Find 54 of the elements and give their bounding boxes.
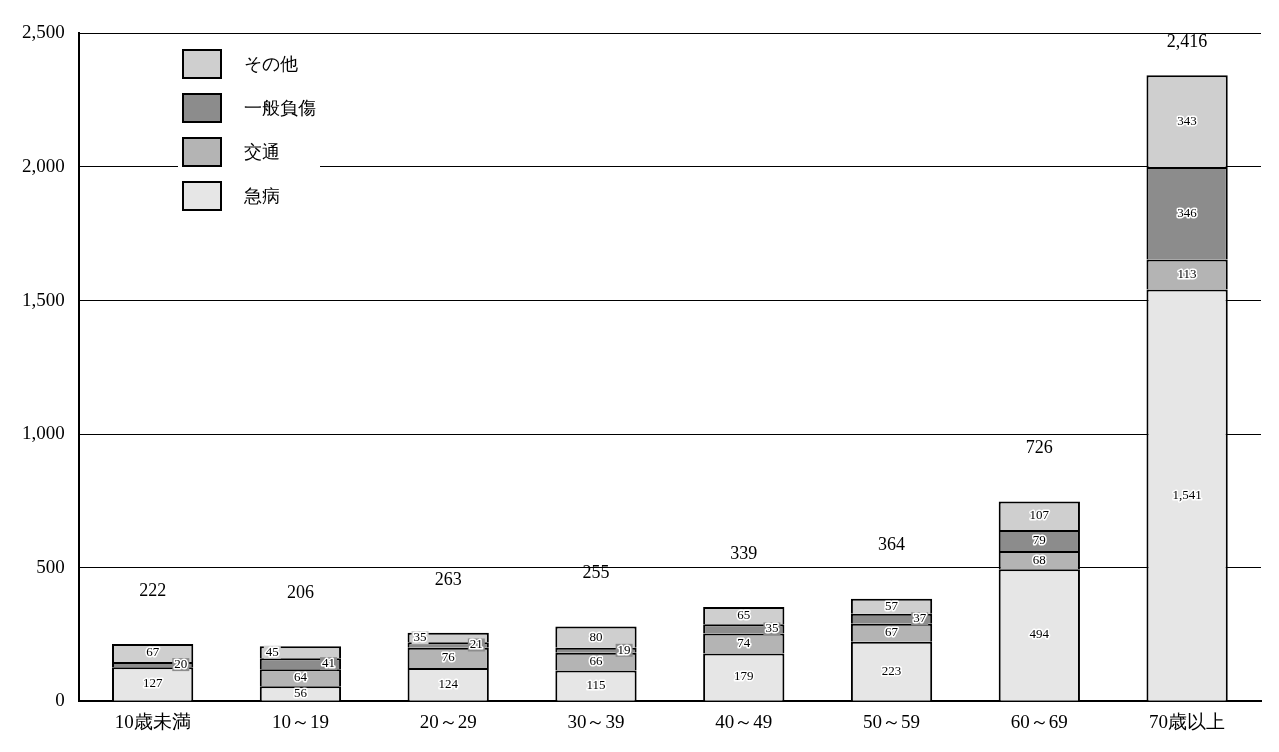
annotation: 726 bbox=[1025, 437, 1053, 458]
y-tick-label: 2,000 bbox=[22, 154, 65, 176]
annotation: 364 bbox=[878, 534, 906, 555]
x-tick-label: 30～39 bbox=[567, 710, 625, 732]
data-label: 223 bbox=[881, 662, 902, 678]
annotation: 222 bbox=[139, 579, 167, 600]
data-label: 66 bbox=[589, 653, 603, 669]
data-label: 76 bbox=[441, 649, 456, 665]
data-label: 68 bbox=[1032, 551, 1046, 567]
data-label: 113 bbox=[1177, 265, 1197, 281]
annotation: 339 bbox=[730, 542, 758, 563]
x-tick-label: 10～19 bbox=[271, 710, 329, 732]
x-tick-label: 40～49 bbox=[715, 710, 773, 732]
legend-label: その他 bbox=[244, 53, 298, 76]
y-tick-label: 500 bbox=[36, 555, 65, 577]
legend-label: 交通 bbox=[244, 141, 280, 164]
data-label: 67 bbox=[146, 644, 160, 660]
data-label: 45 bbox=[265, 643, 279, 659]
data-label: 115 bbox=[586, 677, 606, 693]
data-label: 494 bbox=[1029, 626, 1050, 642]
data-label: 67 bbox=[885, 624, 899, 640]
y-tick-label: 0 bbox=[55, 689, 65, 711]
data-label: 21 bbox=[469, 636, 483, 652]
data-label: 19 bbox=[617, 641, 631, 657]
data-label: 56 bbox=[293, 684, 308, 700]
legend-label: 急病 bbox=[244, 185, 280, 208]
data-label: 1,541 bbox=[1172, 486, 1202, 502]
data-label: 65 bbox=[737, 607, 751, 623]
data-label: 37 bbox=[913, 610, 927, 626]
data-label: 124 bbox=[438, 675, 459, 691]
legend-label: 一般負傷 bbox=[244, 97, 316, 120]
data-label: 107 bbox=[1029, 507, 1050, 523]
x-tick-label: 60～69 bbox=[1010, 710, 1068, 732]
annotation: 255 bbox=[582, 562, 610, 583]
data-label: 35 bbox=[413, 628, 427, 644]
data-label: 80 bbox=[589, 628, 603, 644]
data-label: 41 bbox=[322, 655, 336, 671]
data-label: 127 bbox=[142, 675, 163, 691]
y-tick-label: 2,500 bbox=[22, 21, 65, 43]
x-tick-label: 50～59 bbox=[863, 710, 921, 732]
x-tick-label: 10歳未満 bbox=[114, 710, 191, 732]
x-tick-label: 70歳以上 bbox=[1149, 710, 1226, 732]
annotation: 206 bbox=[286, 581, 314, 602]
data-label: 346 bbox=[1177, 204, 1198, 220]
annotation: 263 bbox=[434, 568, 462, 589]
data-label: 57 bbox=[885, 597, 899, 613]
data-label: 64 bbox=[293, 669, 308, 685]
x-tick-label: 20～29 bbox=[419, 710, 477, 732]
y-tick-label: 1,000 bbox=[22, 422, 65, 444]
annotation: 2,416 bbox=[1166, 31, 1208, 52]
data-label: 179 bbox=[734, 668, 754, 684]
data-label: 343 bbox=[1177, 112, 1197, 128]
data-label: 79 bbox=[1032, 531, 1046, 547]
y-tick-label: 1,500 bbox=[22, 288, 65, 310]
